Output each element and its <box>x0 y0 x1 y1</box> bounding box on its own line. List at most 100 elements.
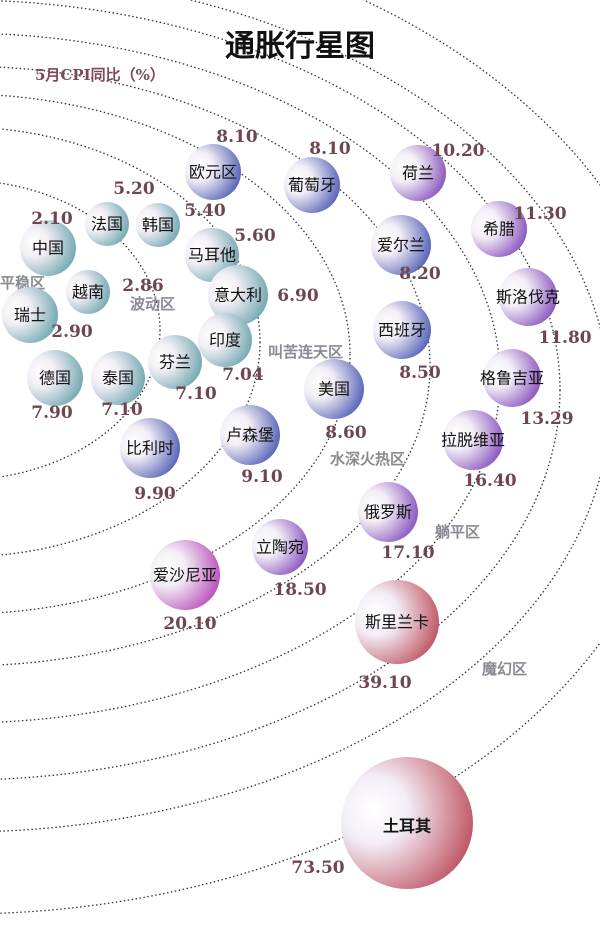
country-label: 斯洛伐克 <box>496 287 560 306</box>
country-label: 韩国 <box>142 216 174 235</box>
zone-label: 魔幻区 <box>482 660 527 678</box>
chart-title: 通胀行星图 <box>225 29 375 64</box>
bubble-24: 芬兰 7.10 <box>148 335 217 404</box>
orbit-ring <box>0 0 561 780</box>
value-label: 8.10 <box>216 127 258 147</box>
bubble-8: 美国 8.60 <box>304 359 367 443</box>
zone-label: 波动区 <box>130 295 175 313</box>
bubble-mark <box>136 203 180 247</box>
bubble-11: 立陶宛 18.50 <box>252 519 327 600</box>
bubble-mark <box>471 201 527 257</box>
country-label: 马耳他 <box>188 246 236 265</box>
bubble-0: 欧元区 8.10 <box>185 127 258 200</box>
value-label: 10.20 <box>431 141 484 161</box>
country-label: 意大利 <box>214 286 262 305</box>
value-label: 8.50 <box>399 363 441 383</box>
bubble-mark <box>443 410 503 470</box>
orbit-ring <box>0 0 600 832</box>
value-label: 5.60 <box>234 226 276 246</box>
bubble-mark <box>373 301 431 359</box>
value-label: 8.60 <box>325 423 367 443</box>
bubble-mark <box>27 350 83 406</box>
bubble-20: 越南 2.86 <box>66 270 164 314</box>
country-label: 越南 <box>72 283 104 302</box>
country-label: 斯里兰卡 <box>365 612 429 631</box>
bubble-16: 韩国 5.40 <box>136 201 226 247</box>
country-label: 瑞士 <box>14 306 46 325</box>
bubble-6: 西班牙 8.50 <box>373 301 441 383</box>
value-label: 16.40 <box>463 471 516 491</box>
bubble-mark <box>185 144 241 200</box>
value-label: 6.90 <box>277 286 319 306</box>
bubble-mark <box>284 157 340 213</box>
bubble-14: 土耳其 73.50 <box>291 757 473 889</box>
value-label: 39.10 <box>358 673 411 693</box>
value-label: 9.90 <box>134 484 176 504</box>
bubble-19: 中国 2.10 <box>20 209 76 276</box>
value-label: 2.10 <box>31 209 73 229</box>
bubble-23: 泰国 7.10 <box>91 351 145 420</box>
orbit-ring <box>0 182 161 478</box>
bubble-7: 格鲁吉亚 13.29 <box>480 349 574 429</box>
value-label: 7.10 <box>101 400 143 420</box>
value-label: 17.10 <box>381 543 434 563</box>
value-label: 20.10 <box>163 614 216 634</box>
country-label: 中国 <box>32 239 64 258</box>
bubble-mark <box>390 145 446 201</box>
orbit-ring <box>0 66 431 666</box>
bubble-mark <box>198 313 252 367</box>
bubble-4: 爱尔兰 8.20 <box>371 215 441 284</box>
value-label: 5.20 <box>113 179 155 199</box>
country-label: 立陶宛 <box>256 538 304 557</box>
country-label: 法国 <box>91 215 123 234</box>
country-label: 希腊 <box>483 220 515 239</box>
country-label: 卢森堡 <box>226 426 274 445</box>
orbit-ring <box>0 128 261 556</box>
bubble-21: 瑞士 2.90 <box>2 287 93 343</box>
value-label: 7.04 <box>222 365 264 385</box>
orbit-ring <box>0 94 351 614</box>
bubble-13: 斯里兰卡 39.10 <box>355 580 439 693</box>
zone-label: 躺平区 <box>435 523 480 541</box>
bubble-mark <box>2 287 58 343</box>
bubble-mark <box>85 202 129 246</box>
country-label: 拉脱维亚 <box>441 430 505 449</box>
country-label: 俄罗斯 <box>364 503 412 522</box>
country-label: 比利时 <box>126 439 174 458</box>
bubble-1: 葡萄牙 8.10 <box>284 139 351 213</box>
bubble-mark <box>499 268 557 326</box>
value-label: 7.90 <box>31 403 73 423</box>
bubble-mark <box>355 580 439 664</box>
value-label: 8.20 <box>399 264 441 284</box>
zone-label: 水深火热区 <box>330 450 405 468</box>
bubble-mark <box>66 270 110 314</box>
country-label: 爱尔兰 <box>377 236 425 255</box>
bubble-mark <box>91 351 145 405</box>
value-label: 11.30 <box>513 204 566 224</box>
country-label: 格鲁吉亚 <box>480 368 544 387</box>
bubble-18: 意大利 6.90 <box>208 265 319 325</box>
zone-label: 叫苦连天区 <box>268 343 343 361</box>
bubble-2: 荷兰 10.20 <box>390 141 485 201</box>
country-label: 爱沙尼亚 <box>153 565 217 584</box>
bubble-10: 俄罗斯 17.10 <box>358 482 435 563</box>
bubble-26: 比利时 9.90 <box>120 418 180 504</box>
country-label: 土耳其 <box>383 816 431 835</box>
country-label: 欧元区 <box>189 163 237 182</box>
bubble-mark <box>150 540 220 610</box>
value-label: 2.86 <box>122 276 163 296</box>
value-label: 73.50 <box>291 858 344 878</box>
country-label: 葡萄牙 <box>288 176 336 195</box>
value-label: 2.90 <box>51 322 93 342</box>
bubble-5: 斯洛伐克 11.80 <box>496 268 592 348</box>
country-label: 泰国 <box>102 369 134 388</box>
bubble-9: 拉脱维亚 16.40 <box>441 410 517 491</box>
chart-subtitle: 5月CPI同比（%） <box>35 66 165 84</box>
value-label: 13.29 <box>520 409 573 429</box>
bubble-15: 法国 5.20 <box>85 179 155 246</box>
